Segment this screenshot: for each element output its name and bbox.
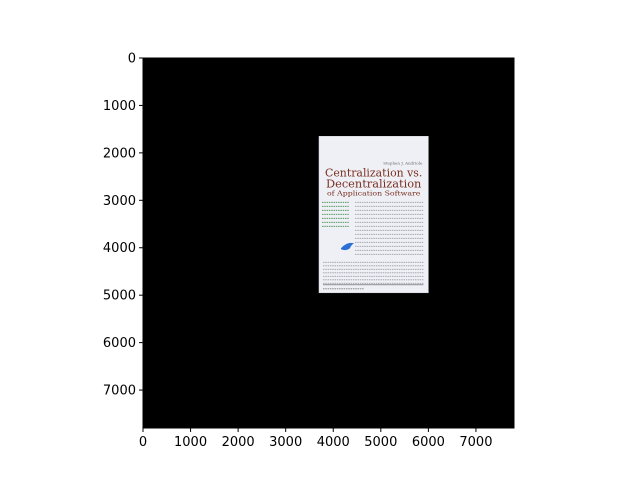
x-tick-label: 3000 [269, 435, 302, 450]
y-tick-label: 3000 [103, 194, 136, 209]
embedded-document: Stephen J. Andriole Centralization vs. D… [319, 136, 428, 293]
document-header: Stephen J. Andriole [383, 160, 423, 165]
y-tick-label: 2000 [103, 146, 136, 161]
y-tick-label: 4000 [103, 241, 136, 256]
y-tick-label: 5000 [103, 289, 136, 304]
y-tick-label: 6000 [103, 336, 136, 351]
x-tick-label: 7000 [459, 435, 492, 450]
y-tick-label: 0 [128, 52, 136, 67]
document-title-line-3: of Application Software [327, 190, 421, 197]
x-tick-label: 4000 [317, 435, 350, 450]
x-tick-label: 0 [139, 435, 147, 450]
x-tick-label: 2000 [222, 435, 255, 450]
y-tick-label: 7000 [103, 384, 136, 399]
x-tick-label: 6000 [412, 435, 445, 450]
x-tick-label: 5000 [364, 435, 397, 450]
document-title-line-2: Decentralization [326, 177, 421, 190]
x-tick-label: 1000 [174, 435, 207, 450]
y-tick-label: 1000 [103, 99, 136, 114]
